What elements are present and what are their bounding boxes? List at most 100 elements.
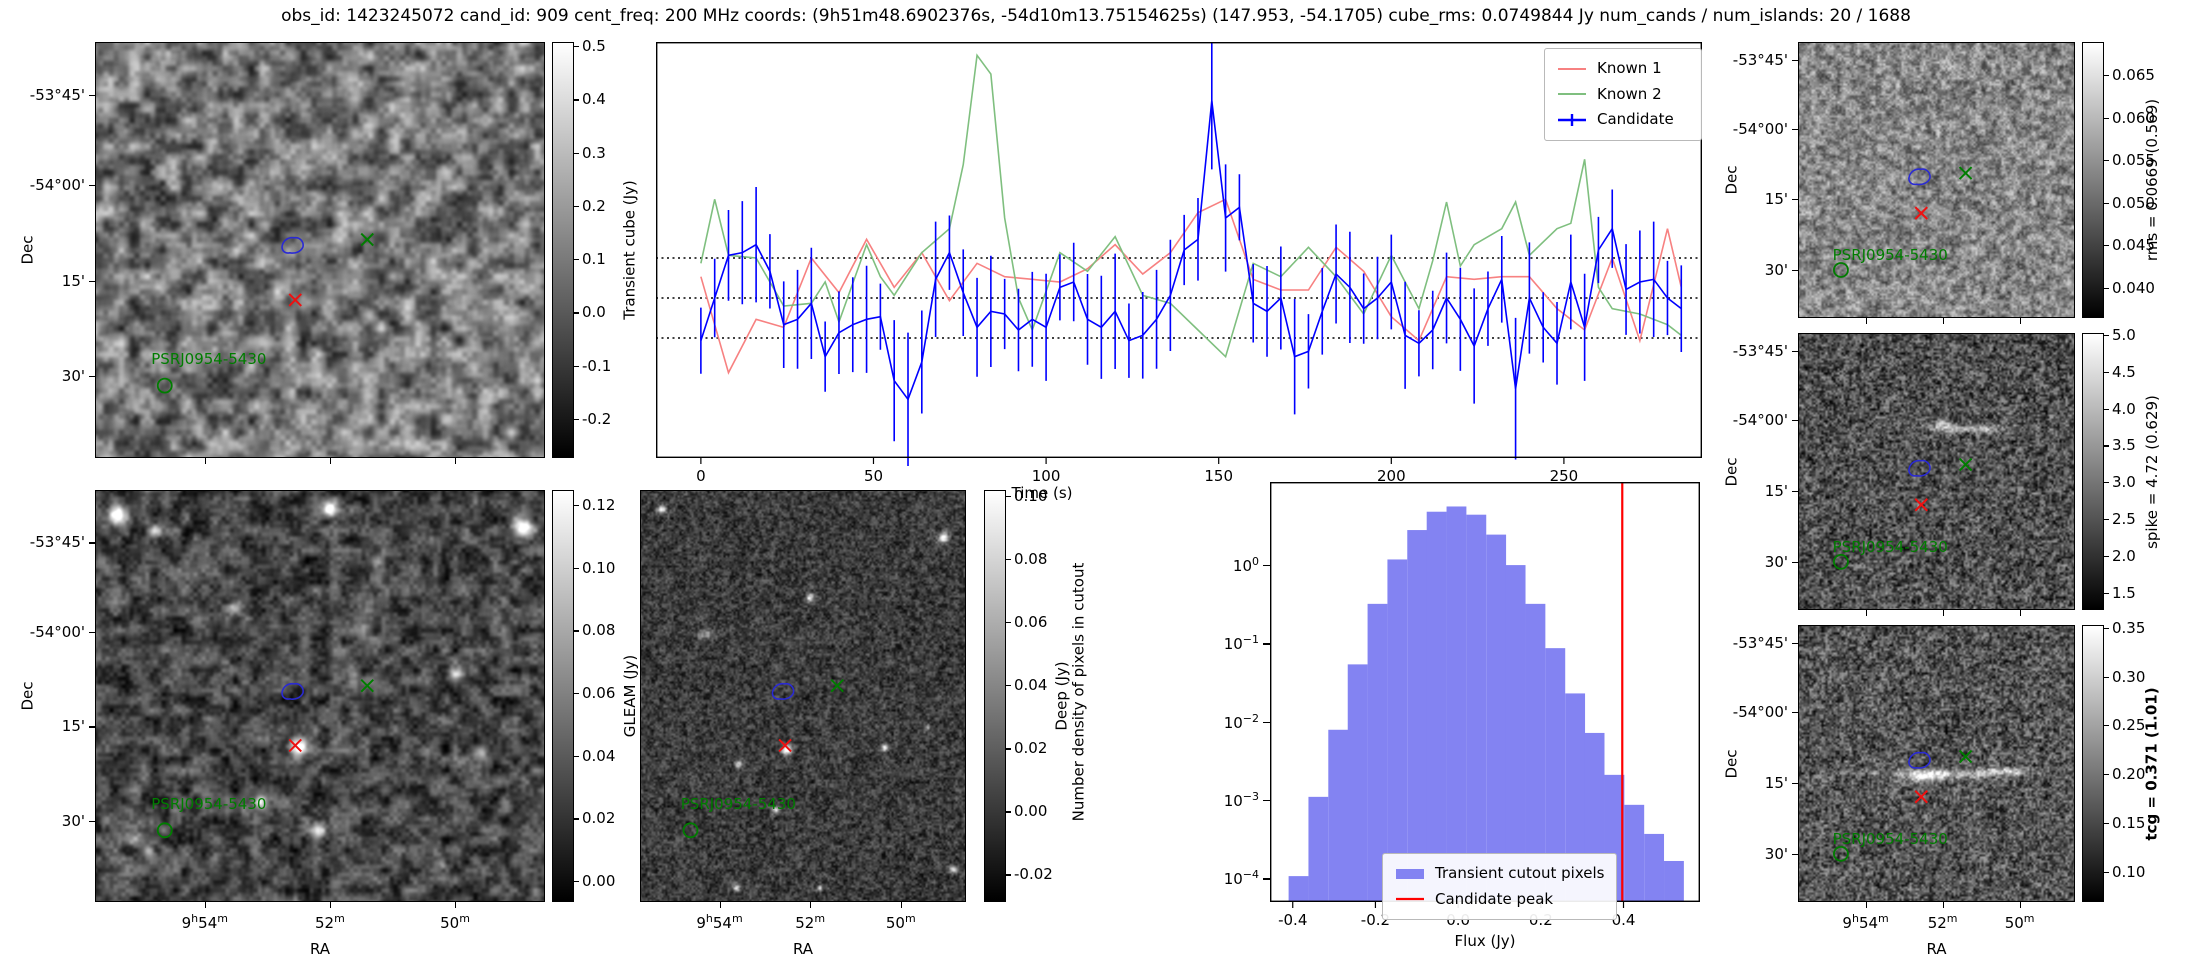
colorbar-tick-mark [574,205,579,208]
dec-tick-label: 15' [1764,190,1788,209]
ra-tick-mark [1865,318,1867,324]
histogram-bar [1505,565,1526,902]
legend-entry-label: Known 1 [1597,59,1662,77]
dec-axis-label-text: Dec [1723,456,1741,487]
dec-tick-label: -54°00' [1732,119,1788,138]
colorbar-tick-label: 0.0 [582,303,606,322]
colorbar-label-text: spike = 4.72 (0.629) [2143,394,2161,549]
histogram-bar [1624,804,1645,902]
colorbar-tick-label: 0.30 [2112,667,2146,686]
colorbar-tick-mark [574,755,579,757]
colorbar-tick-mark [2104,676,2109,678]
colorbar-tick-mark [2104,592,2109,594]
dec-axis-label-text: Dec [1723,748,1741,779]
colorbar-tick-label: 0.02 [582,809,616,828]
ra-tick-mark [1942,318,1944,324]
colorbar-gradient [2082,42,2104,318]
flux-tick-label: 0.4 [1611,911,1636,929]
colorbar-gradient [984,490,1006,902]
ra-tick-mark [1865,902,1867,908]
dec-axis-label: Dec [1712,724,1752,804]
colorbar-tick-label: 0.02 [1014,739,1048,758]
density-axis-label: Number density of pixels in cutout [968,563,1188,822]
density-tick-mark [1263,565,1270,567]
colorbar-tick-mark [574,365,579,367]
ra-tick-label: 50m [440,912,470,932]
colorbar-tick-mark [574,567,579,570]
legend-entry: Known 2 [1557,82,1689,108]
series-known-1 [700,198,1683,375]
dec-tick-label: 15' [1764,481,1788,500]
histogram-bar [1466,514,1487,902]
histogram-bar [1446,506,1467,902]
dec-axis-label-text: Dec [19,235,37,265]
histogram-bar [1347,664,1368,902]
legend-entry: Known 1 [1557,56,1689,82]
dec-tick-label: -54°00' [29,622,85,641]
ra-tick-mark [2019,610,2021,616]
dec-tick-label: 30' [1764,844,1788,863]
colorbar-tick-label: 0.35 [2112,618,2146,637]
histogram-svg [1269,481,1701,908]
time-axis-label: Time (s) [1011,484,1073,502]
density-tick-mark [1263,721,1270,723]
ra-tick-mark [2019,902,2021,908]
dec-tick-mark [89,631,95,633]
colorbar-tick-label: 0.15 [2112,813,2146,832]
panel-tcg-image [1798,625,2075,902]
colorbar-tick-label: 0.04 [582,746,616,765]
colorbar-tick-label: 4.0 [2112,399,2136,418]
colorbar-tick-label: 3.0 [2112,473,2136,492]
colorbar-label-text: tcg = 0.371 (1.01) [2143,686,2162,841]
dec-tick-mark [89,376,95,378]
dec-tick-label: -53°45' [1732,634,1788,652]
dec-axis-label-text: Dec [19,681,37,711]
dec-tick-mark [1792,853,1798,855]
legend-patch-sample [1396,868,1424,879]
dec-tick-label: -54°00' [1732,411,1788,430]
colorbar-tick-label: 0.055 [2112,151,2155,170]
histogram-bar [1664,860,1684,902]
ra-axis-label: RA [792,940,814,958]
colorbar-tick-label: 0.08 [1014,550,1048,569]
ra-axis-label: RA [1926,940,1947,958]
density-tick-label: 100 [1232,555,1259,576]
time-tick-label: 0 [696,467,706,485]
series-candidate [700,100,1682,401]
ra-tick-label: 50m [885,912,916,932]
dec-tick-mark [1792,490,1798,492]
dec-tick-label: -54°00' [1732,703,1788,722]
panel-deep-image [640,490,966,902]
dec-tick-label: -53°45' [29,533,85,552]
lightcurve-border [655,41,1702,459]
colorbar-tick-label: 0.00 [582,871,616,890]
ra-tick-mark [900,902,902,908]
colorbar-tick-label: 2.5 [2112,510,2136,529]
colorbar-tick-label: 0.045 [2112,236,2155,255]
colorbar-tick-label: 0.25 [2112,716,2146,735]
density-tick-label: 10−1 [1223,633,1259,654]
dec-tick-label: -54°00' [29,176,85,195]
legend-entry-label: Candidate [1597,110,1674,128]
colorbar-tick-mark [1006,811,1011,813]
colorbar-gradient [2082,333,2104,610]
colorbar-tick-label: 0.10 [2112,862,2146,881]
colorbar-tick-mark [2104,202,2109,204]
density-tick-mark [1263,800,1270,802]
legend-line-sample [1558,93,1586,96]
colorbar-label-text: GLEAM (Jy) [621,654,639,738]
ra-tick-label: 52m [1927,912,1958,932]
dec-tick-mark [89,280,95,282]
colorbar-tick-label: 5.0 [2112,325,2136,344]
colorbar-tick-mark [574,259,579,261]
figure-title: obs_id: 1423245072 cand_id: 909 cent_fre… [281,6,1911,26]
colorbar-tick-label: 4.5 [2112,362,2136,381]
colorbar-tick-mark [1006,559,1011,561]
ra-tick-mark [1942,610,1944,616]
colorbar-tick-label: 0.06 [1014,613,1048,632]
time-tick-label: 200 [1376,467,1406,485]
legend-entry-label: Candidate peak [1435,889,1554,908]
colorbar-label-text: Transient cube (Jy) [621,180,639,320]
colorbar-tick-mark [574,418,579,421]
ra-tick-label: 50m [2004,912,2035,932]
